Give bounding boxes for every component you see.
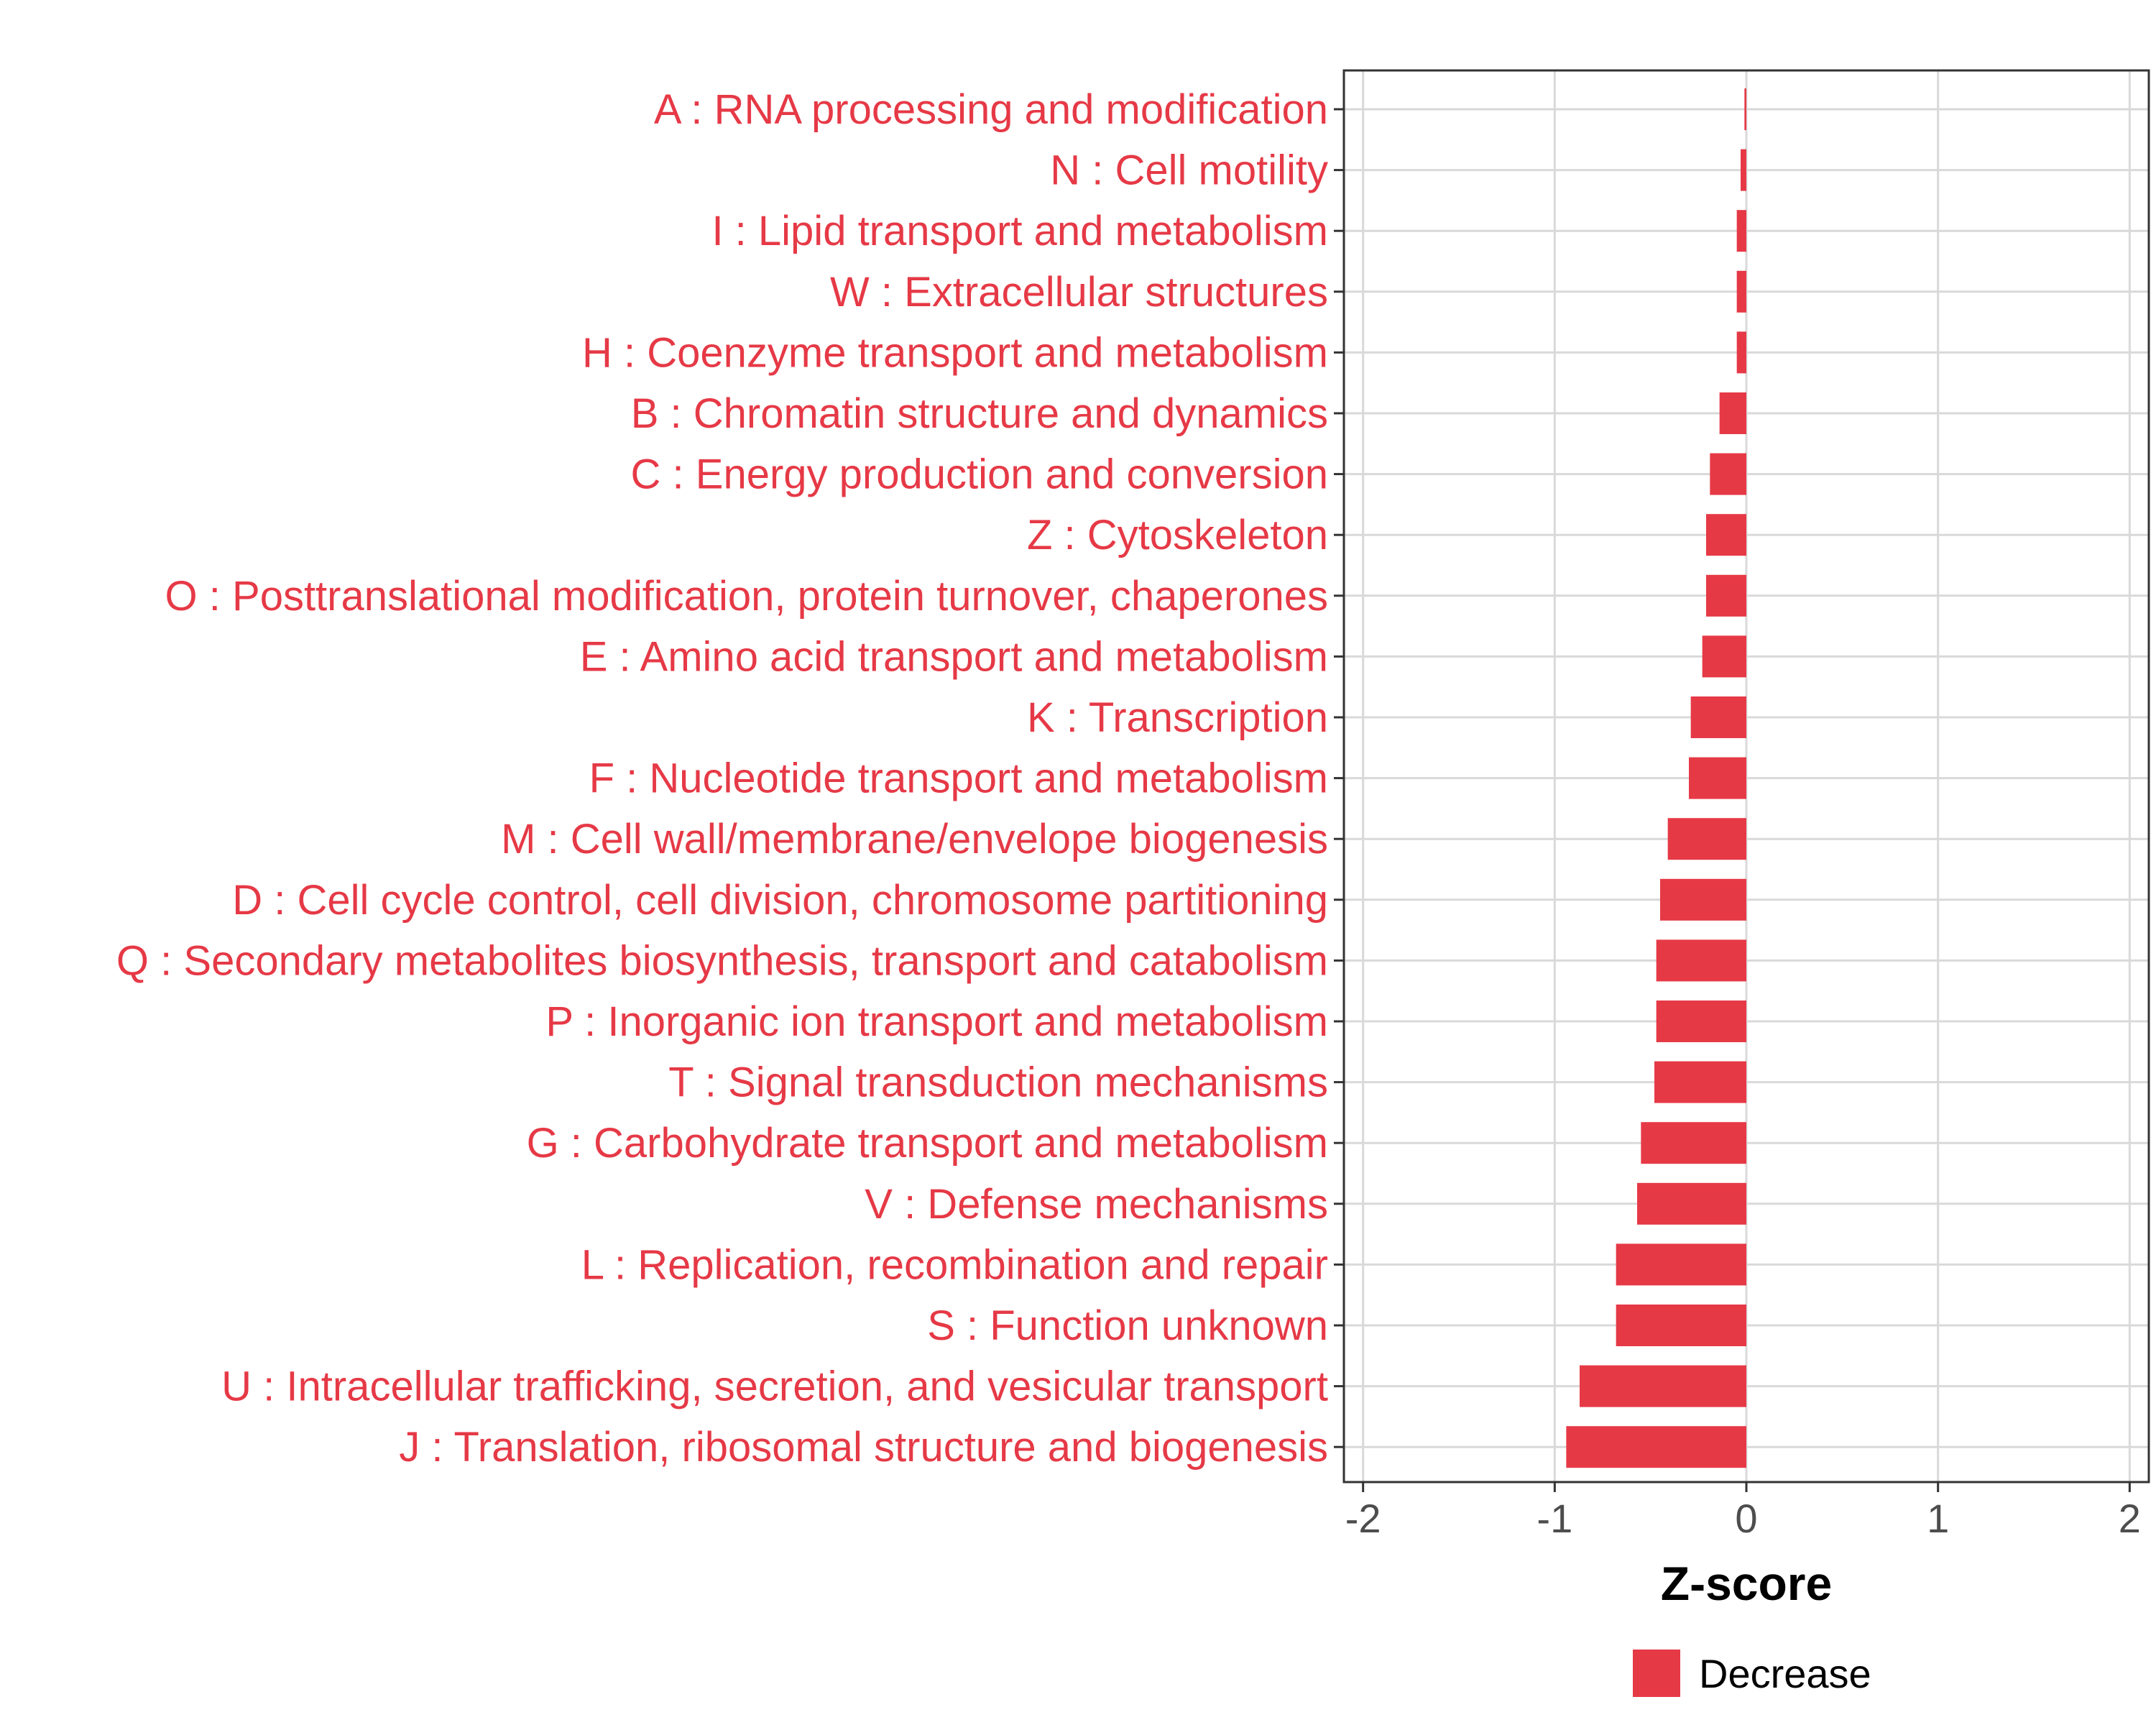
- category-label: E : Amino acid transport and metabolism: [580, 633, 1328, 680]
- x-tick-label: -2: [1345, 1496, 1381, 1541]
- bar: [1710, 453, 1746, 495]
- bar: [1706, 574, 1746, 617]
- bar: [1580, 1365, 1746, 1407]
- bar: [1616, 1305, 1746, 1346]
- bar: [1744, 88, 1746, 130]
- x-axis-title: Z-score: [1661, 1557, 1832, 1610]
- y-axis: A : RNA processing and modification N : C…: [116, 86, 1344, 1471]
- bar: [1736, 270, 1746, 313]
- x-axis: -2 -1 0 1 2: [1345, 1482, 2141, 1541]
- bar: [1660, 878, 1746, 921]
- bar: [1656, 939, 1746, 982]
- bar: [1702, 635, 1746, 678]
- x-tick-label: -1: [1537, 1496, 1572, 1541]
- bar: [1656, 1000, 1746, 1042]
- category-label: Z : Cytoskeleton: [1027, 512, 1328, 558]
- legend: Decrease: [1633, 1650, 1871, 1697]
- bar: [1736, 210, 1746, 252]
- bar: [1637, 1182, 1746, 1225]
- category-label: U : Intracellular trafficking, secretion…: [221, 1363, 1328, 1410]
- category-label: T : Signal transduction mechanisms: [668, 1059, 1328, 1106]
- category-label: H : Coenzyme transport and metabolism: [582, 329, 1328, 376]
- bar: [1654, 1061, 1746, 1103]
- category-label: C : Energy production and conversion: [631, 451, 1328, 498]
- category-label: O : Posttranslational modification, prot…: [165, 573, 1328, 620]
- bar: [1690, 696, 1746, 738]
- category-label: V : Defense mechanisms: [865, 1181, 1328, 1228]
- bar: [1706, 514, 1746, 556]
- bar: [1667, 818, 1746, 860]
- bar: [1689, 757, 1746, 799]
- x-tick-label: 2: [2119, 1496, 2141, 1541]
- category-label: K : Transcription: [1027, 694, 1328, 741]
- bar: [1566, 1426, 1746, 1468]
- category-label: N : Cell motility: [1050, 147, 1328, 194]
- bar: [1736, 331, 1746, 374]
- category-label: B : Chromatin structure and dynamics: [631, 390, 1328, 437]
- bar: [1719, 392, 1746, 434]
- category-label: W : Extracellular structures: [830, 269, 1328, 316]
- legend-swatch-decrease: [1633, 1650, 1680, 1697]
- category-label: J : Translation, ribosomal structure and…: [399, 1424, 1328, 1471]
- legend-label-decrease: Decrease: [1699, 1651, 1871, 1696]
- bar: [1641, 1122, 1746, 1164]
- category-label: L : Replication, recombination and repai…: [581, 1241, 1328, 1288]
- bars: [1566, 88, 1746, 1468]
- category-label: P : Inorganic ion transport and metaboli…: [545, 998, 1328, 1045]
- bar: [1616, 1243, 1746, 1286]
- category-label: D : Cell cycle control, cell division, c…: [232, 877, 1328, 924]
- category-label: M : Cell wall/membrane/envelope biogenes…: [501, 816, 1328, 862]
- category-label: S : Function unknown: [927, 1302, 1328, 1349]
- category-label: F : Nucleotide transport and metabolism: [589, 755, 1328, 802]
- category-label: G : Carbohydrate transport and metabolis…: [527, 1120, 1328, 1167]
- bar: [1741, 149, 1746, 191]
- x-tick-label: 0: [1735, 1496, 1757, 1541]
- x-tick-label: 1: [1927, 1496, 1949, 1541]
- category-label: I : Lipid transport and metabolism: [711, 208, 1328, 254]
- category-label: A : RNA processing and modification: [654, 86, 1328, 133]
- category-label: Q : Secondary metabolites biosynthesis, …: [116, 937, 1328, 984]
